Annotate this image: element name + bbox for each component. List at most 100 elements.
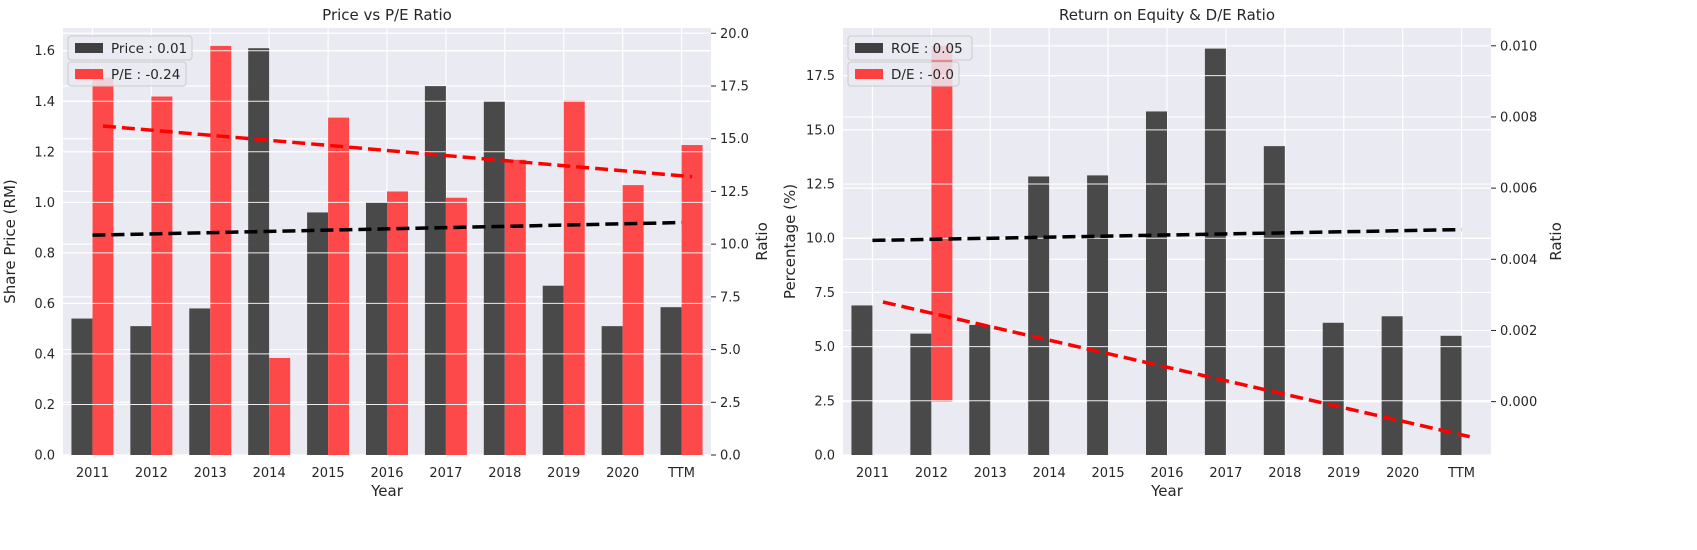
bar-chart1-s0-2019: [542, 285, 564, 455]
ytick-left-chart2-1: 2.5: [814, 394, 835, 409]
bar-chart1-s0-2017: [424, 86, 446, 455]
xtick-chart2-6: 2017: [1209, 466, 1242, 481]
ytick-right-chart1-6: 15.0: [720, 132, 749, 147]
xtick-chart1-5: 2016: [370, 466, 403, 481]
y-axis-label-right: Ratio: [753, 222, 771, 261]
xtick-chart2-0: 2011: [856, 466, 889, 481]
ytick-right-chart2-0: 0.000: [1500, 395, 1537, 410]
legend-swatch: [855, 69, 883, 79]
xtick-chart2-4: 2015: [1092, 466, 1125, 481]
bar-chart1-s1-2013: [210, 45, 232, 455]
bar-chart2-s0-2019: [1322, 322, 1344, 455]
bar-chart2-s0-2013: [969, 324, 991, 455]
bar-chart2-s0-TTM: [1440, 335, 1462, 455]
ytick-right-chart2-3: 0.006: [1500, 182, 1537, 197]
ytick-left-chart1-1: 0.2: [34, 398, 55, 413]
ytick-left-chart2-5: 12.5: [806, 178, 835, 193]
bar-chart1-s1-2016: [387, 191, 408, 456]
ytick-right-chart2-5: 0.010: [1500, 39, 1537, 54]
xtick-chart1-8: 2019: [547, 466, 580, 481]
bar-chart1-s1-2012: [151, 96, 173, 456]
bar-chart2-s0-2017: [1204, 48, 1226, 455]
ytick-left-chart1-6: 1.2: [34, 145, 55, 160]
bar-chart1-s0-TTM: [660, 307, 682, 455]
trendline-chart2-s1: [882, 300, 1473, 439]
ytick-right-chart1-4: 10.0: [720, 238, 749, 253]
chart-title: Return on Equity & D/E Ratio: [1059, 6, 1275, 24]
xtick-chart1-10: TTM: [667, 466, 695, 481]
xtick-chart1-2: 2013: [194, 466, 227, 481]
x-axis-label: Year: [1150, 482, 1184, 500]
xtick-chart2-3: 2014: [1033, 466, 1066, 481]
xtick-chart2-8: 2019: [1327, 466, 1360, 481]
bar-chart2-s0-2020: [1381, 316, 1403, 455]
legend-swatch: [75, 43, 103, 53]
bar-chart2-s0-2014: [1028, 176, 1050, 456]
ytick-left-chart2-4: 10.0: [806, 232, 835, 247]
ytick-right-chart2-2: 0.004: [1500, 253, 1537, 268]
xtick-chart1-6: 2017: [429, 466, 462, 481]
bar-chart1-s0-2020: [601, 326, 623, 455]
trendline-chart2-s0: [872, 227, 1462, 243]
ytick-right-chart1-5: 12.5: [720, 185, 749, 200]
bar-chart2-s0-2015: [1087, 175, 1109, 455]
xtick-chart1-9: 2020: [606, 466, 639, 481]
bar-chart1-s1-2020: [622, 185, 644, 456]
ytick-left-chart2-6: 15.0: [806, 123, 835, 138]
legend-swatch: [855, 43, 883, 53]
legend-label: P/E : -0.24: [111, 67, 180, 83]
chart-title: Price vs P/E Ratio: [322, 6, 452, 24]
ytick-left-chart1-8: 1.6: [34, 44, 55, 59]
ytick-left-chart1-5: 1.0: [34, 196, 55, 211]
y-axis-label-right: Ratio: [1547, 222, 1565, 261]
ytick-right-chart1-0: 0.0: [720, 449, 741, 464]
bar-chart1-s1-2019: [563, 100, 585, 456]
legend-label: Price : 0.01: [111, 41, 187, 57]
bar-chart1-s0-2014: [248, 48, 270, 456]
xtick-chart1-1: 2012: [135, 466, 168, 481]
ytick-left-chart2-2: 5.0: [814, 340, 835, 355]
bar-chart1-s0-2018: [483, 101, 505, 455]
bar-chart1-s1-TTM: [681, 145, 703, 455]
xtick-chart1-7: 2018: [488, 466, 521, 481]
xtick-chart1-0: 2011: [76, 466, 109, 481]
y-axis-label-left: Share Price (RM): [1, 179, 19, 303]
bar-chart1-s0-2015: [307, 212, 329, 455]
bar-chart2-s0-2018: [1263, 146, 1285, 455]
xtick-chart2-5: 2016: [1150, 466, 1183, 481]
bar-chart1-s1-2017: [445, 197, 467, 456]
legend-label: D/E : -0.0: [891, 67, 954, 83]
ytick-right-chart1-3: 7.5: [720, 290, 741, 305]
chart2: 2011 2012 2013 2014 2015 2016 2017 2018 2019 2020…: [781, 6, 1565, 500]
bar-chart1-s0-2016: [366, 202, 387, 455]
ytick-left-chart1-3: 0.6: [34, 297, 55, 312]
legend-chart1-1: P/E : -0.24: [67, 61, 187, 87]
legend-box: [847, 35, 973, 61]
bar-chart1-s0-2013: [189, 308, 211, 455]
ytick-left-chart2-0: 0.0: [814, 449, 835, 464]
ytick-left-chart1-4: 0.8: [34, 246, 55, 261]
ytick-left-chart2-3: 7.5: [814, 286, 835, 301]
chart1: 2011 2012 2013 2014 2015 2016 2017 2018 2019 2020…: [1, 6, 771, 500]
xtick-chart2-7: 2018: [1268, 466, 1301, 481]
bar-chart1-s0-2011: [71, 318, 93, 455]
bar-chart1-s0-2012: [130, 326, 152, 455]
bar-chart2-s0-2012: [910, 333, 932, 455]
ytick-right-chart2-1: 0.002: [1500, 324, 1537, 339]
xtick-chart1-4: 2015: [312, 466, 345, 481]
legend-chart1-0: Price : 0.01: [67, 35, 193, 61]
ytick-right-chart1-7: 17.5: [720, 79, 749, 94]
ytick-left-chart2-7: 17.5: [806, 69, 835, 84]
ytick-right-chart1-1: 2.5: [720, 396, 741, 411]
trendline-chart1-s0: [92, 220, 682, 237]
xtick-chart1-3: 2014: [253, 466, 286, 481]
bar-chart1-s1-2018: [504, 159, 526, 455]
xtick-chart2-9: 2020: [1386, 466, 1419, 481]
bar-chart1-s1-2011: [92, 77, 114, 455]
xtick-chart2-2: 2013: [974, 466, 1007, 481]
legend-box: [67, 61, 187, 87]
ytick-left-chart1-2: 0.4: [34, 347, 55, 362]
bar-chart2-s0-2016: [1146, 111, 1167, 455]
ytick-left-chart1-0: 0.0: [34, 449, 55, 464]
